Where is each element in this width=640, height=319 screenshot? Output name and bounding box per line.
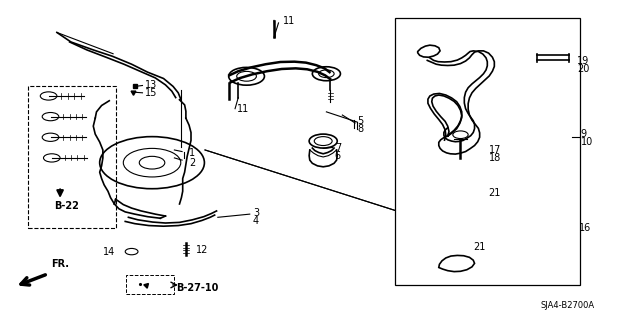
Polygon shape bbox=[418, 45, 440, 57]
Text: 12: 12 bbox=[195, 245, 208, 255]
Text: 20: 20 bbox=[577, 64, 589, 74]
Polygon shape bbox=[439, 256, 474, 271]
Text: 11: 11 bbox=[283, 16, 295, 26]
Text: 1: 1 bbox=[189, 148, 195, 158]
Text: 6: 6 bbox=[335, 151, 341, 161]
Text: 18: 18 bbox=[488, 153, 501, 163]
Bar bbox=[126, 275, 173, 294]
Text: B-22: B-22 bbox=[54, 201, 79, 211]
Text: 10: 10 bbox=[580, 137, 593, 147]
Bar bbox=[395, 18, 580, 285]
Text: 15: 15 bbox=[145, 88, 157, 99]
Text: SJA4-B2700A: SJA4-B2700A bbox=[540, 301, 595, 310]
Text: 9: 9 bbox=[580, 129, 587, 139]
Text: 21: 21 bbox=[473, 242, 486, 252]
Circle shape bbox=[125, 249, 138, 255]
Text: 5: 5 bbox=[357, 116, 364, 126]
Text: 4: 4 bbox=[253, 216, 259, 226]
Text: FR.: FR. bbox=[51, 259, 69, 269]
Text: 13: 13 bbox=[145, 80, 157, 90]
Text: 7: 7 bbox=[335, 143, 341, 153]
Text: 8: 8 bbox=[357, 124, 363, 134]
Text: B-27-10: B-27-10 bbox=[176, 283, 219, 293]
Text: 19: 19 bbox=[577, 56, 589, 66]
Bar bbox=[28, 86, 116, 228]
Text: 3: 3 bbox=[253, 209, 259, 219]
Text: 14: 14 bbox=[103, 247, 115, 256]
Text: 17: 17 bbox=[488, 145, 501, 155]
Text: 16: 16 bbox=[579, 223, 591, 233]
Text: 21: 21 bbox=[488, 188, 501, 198]
Circle shape bbox=[453, 131, 468, 138]
Text: 2: 2 bbox=[189, 158, 195, 168]
Text: 11: 11 bbox=[237, 104, 249, 114]
